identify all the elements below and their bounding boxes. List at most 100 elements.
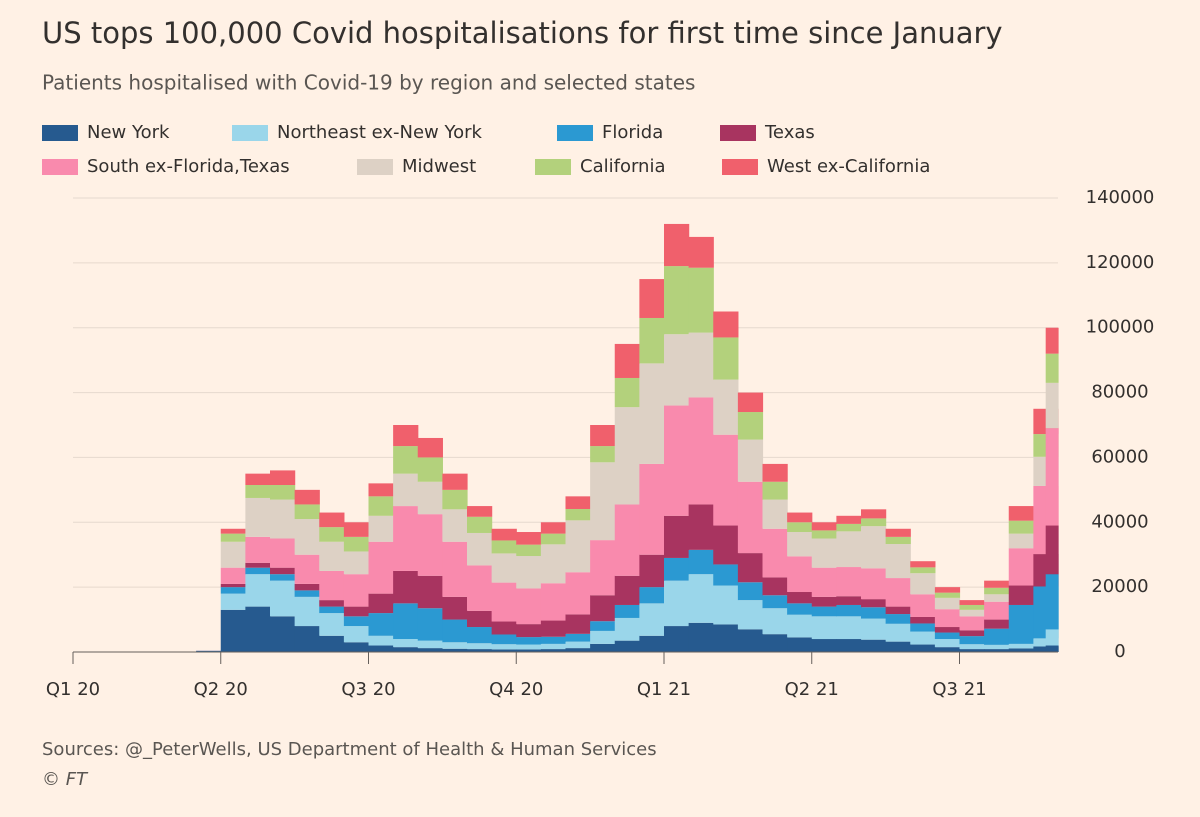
bar-segment [590,540,616,596]
bar-segment [393,570,419,604]
bar-segment [516,644,542,650]
bar-segment [565,614,591,634]
bar-segment [762,608,788,635]
bar-segment [959,609,985,617]
bar-segment [270,574,296,581]
bar-segment [1008,520,1034,534]
bar-segment [910,623,936,632]
bar-segment [220,593,246,610]
bar-segment [220,609,246,652]
y-tick-label: 0 [1114,641,1125,662]
bar-segment [491,540,517,554]
y-tick-label: 100000 [1086,317,1155,338]
bar-segment [836,567,862,597]
bar-segment [294,504,320,520]
bar-segment [516,649,542,652]
bar-segment [467,516,493,533]
bar-segment [540,533,567,545]
bar-segment [540,544,567,584]
bar-segment [688,332,714,398]
bar-segment [368,496,394,516]
bar-segment [467,643,493,650]
bar-segment [590,630,616,644]
bar-segment [787,603,813,615]
bar-segment [787,592,813,604]
bar-segment [934,627,961,633]
bar-segment [910,616,936,624]
bar-segment [565,641,591,649]
legend: New York Northeast ex-New York Florida Texa… [42,122,930,177]
bar-segment [861,639,887,652]
bar-segment [343,606,370,617]
bar-segment [861,518,887,527]
bar-segment [491,634,517,645]
bar-segment [491,553,517,583]
bar-segment [787,512,813,523]
x-tick-label: Q4 20 [489,679,543,700]
bar-segment [737,439,764,482]
bar-segment [220,567,246,584]
bar-segment [737,600,764,630]
bar-segment [737,629,764,652]
bar-segment [245,484,271,498]
legend-label: South ex-Florida,Texas [87,156,290,177]
bar-segment [1045,629,1059,646]
bar-segment [811,606,837,617]
bar-segment [836,616,862,640]
bar-segment [343,551,370,575]
bar-segment [737,582,764,601]
bar-segment [959,644,985,650]
bar-segment [294,590,320,597]
bar-segment [565,648,591,652]
legend-label: Northeast ex-New York [277,122,483,143]
bar-segment [294,583,320,591]
bar-segment [688,236,714,268]
bar-segment [1008,585,1034,605]
legend-swatch [535,159,571,175]
y-tick-label: 140000 [1086,187,1155,208]
legend-label: West ex-California [767,156,930,177]
y-tick-label: 80000 [1091,382,1148,403]
bar-segment [910,567,936,574]
bar-segment [565,633,591,642]
legend-swatch [722,159,758,175]
bar-segment [861,599,887,608]
bar-segment [343,536,370,552]
bar-segment [319,570,345,601]
bar-segment [220,533,246,542]
bar-segment [491,649,517,652]
bar-segment [762,595,788,609]
bar-segment [368,515,394,542]
bar-segment [836,515,862,524]
bar-segment [811,596,837,607]
bar-segment [787,637,813,652]
bar-segment [343,574,370,607]
bar-segment [442,541,468,597]
bar-segment [664,626,690,652]
x-tick-label: Q1 20 [46,679,100,700]
bar-segment [737,412,764,440]
bar-segment [467,627,493,644]
bar-segment [934,592,961,598]
bar-segment [368,541,394,594]
legend-swatch [42,125,78,141]
bar-segment [984,644,1010,650]
legend-swatch [232,125,268,141]
bar-segment [959,649,985,652]
bar-segment [245,574,271,607]
bar-segment [319,527,345,542]
bar-segment [811,616,837,640]
bar-segment [639,317,665,364]
y-tick-label: 60000 [1091,446,1148,467]
bar-segment [343,642,370,652]
bar-segment [417,648,443,652]
bar-segment [688,622,714,652]
bar-segment [614,617,640,641]
legend-label: Florida [602,122,663,143]
bar-segment [664,557,690,581]
bar-segment [590,621,616,631]
bar-segment [516,556,542,589]
bar-segment [885,641,911,652]
bar-segment [442,648,468,652]
bar-segment [294,489,320,505]
